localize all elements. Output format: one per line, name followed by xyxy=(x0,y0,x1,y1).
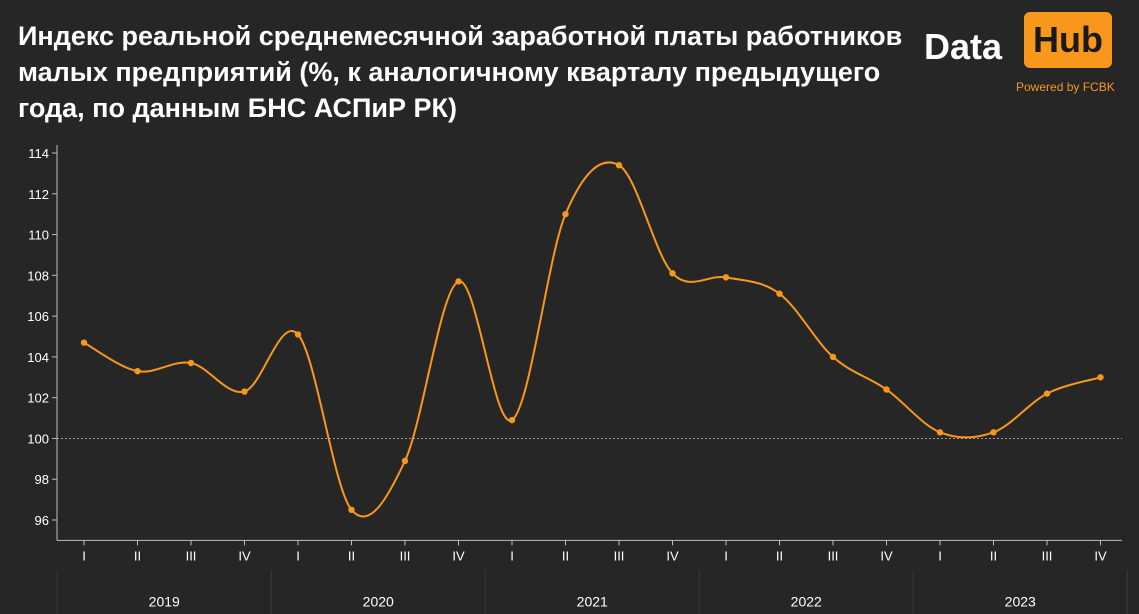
title-line-3: года, по данным БНС АСПиР РК) xyxy=(18,93,458,123)
y-tick-label: 106 xyxy=(27,309,49,324)
x-tick-label: II xyxy=(348,548,355,563)
x-tick-label: III xyxy=(400,548,411,563)
chart-title: Индекс реальной среднемесячной заработно… xyxy=(18,18,918,126)
data-point xyxy=(241,388,248,395)
x-tick-label: II xyxy=(990,548,997,563)
x-tick-label: IV xyxy=(452,548,465,563)
data-point xyxy=(401,457,409,465)
data-point xyxy=(294,331,302,338)
logo-tagline: Powered by FCBK xyxy=(1016,80,1115,94)
x-tick-label: I xyxy=(510,548,514,563)
year-label: 2021 xyxy=(577,593,608,609)
data-point xyxy=(348,506,355,514)
x-tick-label: II xyxy=(562,548,569,563)
data-point xyxy=(508,416,516,424)
logo-word-hub: Hub xyxy=(1024,12,1112,68)
x-tick-label: III xyxy=(828,548,839,563)
data-point xyxy=(615,162,623,169)
datahub-logo: Data Hub Powered by FCBK xyxy=(924,12,1124,102)
x-tick-label: IV xyxy=(666,548,679,563)
x-tick-label: I xyxy=(82,548,86,563)
x-tick-label: IV xyxy=(1094,548,1107,563)
year-label: 2020 xyxy=(363,593,394,609)
y-tick-label: 114 xyxy=(28,146,49,161)
x-tick-label: III xyxy=(614,548,625,563)
data-point xyxy=(990,429,997,436)
y-tick-label: 108 xyxy=(27,268,49,283)
logo-word-data: Data xyxy=(924,26,1003,67)
data-point xyxy=(669,270,676,277)
data-point xyxy=(1043,390,1051,397)
x-tick-label: III xyxy=(186,548,197,563)
x-tick-label: I xyxy=(724,548,728,563)
year-label: 2019 xyxy=(149,593,180,609)
x-tick-label: IV xyxy=(238,548,251,563)
x-tick-label: III xyxy=(1042,548,1053,563)
data-point xyxy=(134,367,141,375)
y-tick-label: 96 xyxy=(35,513,49,528)
y-tick-label: 102 xyxy=(27,391,49,406)
data-point xyxy=(776,290,783,297)
series-line xyxy=(83,161,1101,518)
y-tick-label: 112 xyxy=(28,187,49,202)
x-tick-label: II xyxy=(776,548,783,563)
x-tick-label: I xyxy=(296,548,300,563)
data-point xyxy=(562,210,569,218)
y-tick-label: 110 xyxy=(28,228,49,243)
y-tick-label: 100 xyxy=(27,431,49,446)
x-tick-label: IV xyxy=(880,548,893,563)
data-point xyxy=(1097,374,1104,381)
data-point xyxy=(722,274,730,281)
data-point xyxy=(829,353,837,361)
data-point xyxy=(80,339,88,346)
y-tick-label: 98 xyxy=(35,472,49,487)
data-point xyxy=(187,359,195,367)
x-tick-label: II xyxy=(134,548,141,563)
data-point xyxy=(936,429,944,436)
data-point xyxy=(883,386,890,393)
year-label: 2023 xyxy=(1005,593,1036,609)
data-point xyxy=(455,278,462,285)
title-line-1: Индекс реальной среднемесячной заработно… xyxy=(18,21,903,51)
x-tick-label: I xyxy=(938,548,942,563)
year-label: 2022 xyxy=(791,593,822,609)
title-line-2: малых предприятий (%, к аналогичному ква… xyxy=(18,57,881,87)
y-tick-label: 104 xyxy=(27,350,49,365)
